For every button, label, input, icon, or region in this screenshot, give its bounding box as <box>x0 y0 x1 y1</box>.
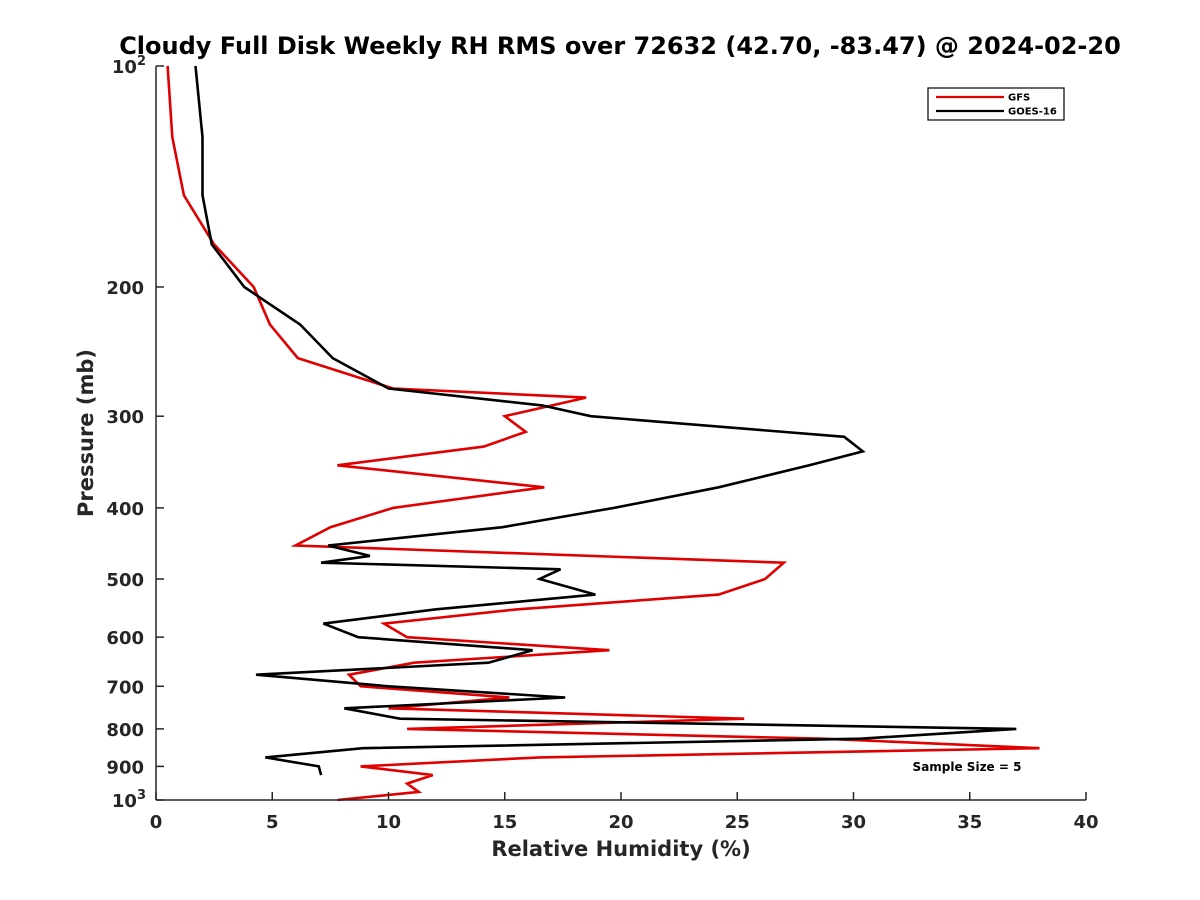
legend-box <box>927 87 1065 121</box>
x-tick-label: 15 <box>492 812 517 833</box>
y-axis-label: Pressure (mb) <box>74 349 98 517</box>
legend-label: GFS <box>1008 93 1030 104</box>
series-line-goes-16 <box>194 65 1017 776</box>
x-tick-label: 40 <box>1073 812 1098 833</box>
legend: GFS GOES-16 <box>927 87 1065 121</box>
y-tick-label: 102 <box>112 54 146 78</box>
y-tick-label: 300 <box>106 407 144 428</box>
y-tick-label: 103 <box>112 788 146 812</box>
x-tick-label: 5 <box>266 812 279 833</box>
plot-area <box>156 66 1086 800</box>
y-tick-base: 10 <box>112 791 137 812</box>
y-tick-label: 400 <box>106 499 144 520</box>
x-tick-label: 35 <box>957 812 982 833</box>
y-tick-exponent: 2 <box>137 54 146 69</box>
x-tick-label: 10 <box>376 812 401 833</box>
y-tick-label: 900 <box>106 757 144 778</box>
plot-background <box>156 66 1086 800</box>
sample-size-annotation: Sample Size = 5 <box>913 760 1022 774</box>
x-tick-label: 25 <box>725 812 750 833</box>
x-axis-ticks: 0 5 10 15 20 25 30 35 40 <box>150 792 1099 833</box>
x-tick-label: 20 <box>608 812 633 833</box>
x-axis-label: Relative Humidity (%) <box>491 837 750 861</box>
chart-title: Cloudy Full Disk Weekly RH RMS over 7263… <box>119 32 1121 60</box>
y-tick-exponent: 3 <box>137 788 146 803</box>
y-tick-label: 500 <box>106 570 144 591</box>
x-tick-label: 0 <box>150 812 163 833</box>
series-layer <box>166 65 1040 802</box>
x-tick-label: 30 <box>841 812 866 833</box>
y-tick-base: 10 <box>112 57 137 78</box>
series-line-gfs <box>166 65 1040 802</box>
y-tick-label: 700 <box>106 677 144 698</box>
y-tick-label: 200 <box>106 278 144 299</box>
y-tick-label: 600 <box>106 628 144 649</box>
y-tick-label: 800 <box>106 720 144 741</box>
legend-label: GOES-16 <box>1008 107 1057 118</box>
